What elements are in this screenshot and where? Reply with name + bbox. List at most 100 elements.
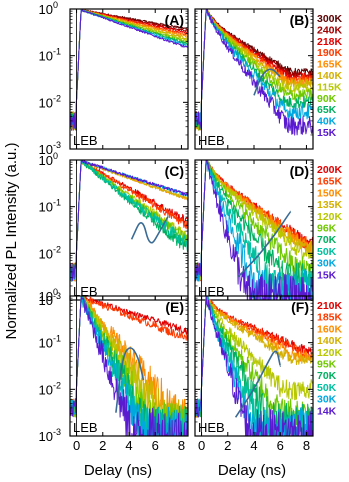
series-line-135k [195,160,313,277]
y-axis-title: Normalized PL Intensity (a.u.) [3,142,20,339]
series-group [195,9,313,136]
panel-letter: (B) [290,12,309,28]
x-axis-title-left: Delay (ns) [84,462,152,479]
series-group [70,9,188,131]
legend-label-300k: 300K [317,13,343,25]
series-line-15k [70,9,188,131]
legend-label-70k: 70K [317,234,337,246]
y-tick-exponent: -2 [53,380,61,390]
x-tick-label: 0 [198,438,205,453]
band-label: HEB [198,133,225,148]
y-tick-label: 10 [39,49,53,64]
series-line-14k [195,296,313,436]
legend-label-135k: 135K [317,199,343,211]
y-tick-label: 10 [39,382,53,397]
panel-letter: (F) [291,299,309,315]
series-line-30k [195,161,313,300]
y-tick-exponent: 0 [53,287,58,297]
legend-label-90k: 90K [317,93,337,105]
series-line-140k [195,296,313,415]
legend-label-115k: 115K [317,81,342,93]
x-tick-label: 8 [303,438,310,453]
series-line-15k [70,160,188,281]
series-line-15k [195,9,313,136]
legend-label-40k: 40K [317,116,337,128]
x-tick-label: 2 [99,438,106,453]
guide-arrow [130,215,169,244]
y-tick-label: 10 [39,429,53,444]
x-tick-label: 6 [277,438,284,453]
x-tick-label: 2 [224,438,231,453]
x-tick-label: 4 [250,438,257,453]
series-group [195,296,313,436]
legend-label-210k: 210K [317,300,343,312]
series-line-200k [70,160,188,282]
series-line-50k [195,160,313,300]
legend-label-50k: 50K [317,246,337,258]
guide-arrow [253,68,281,96]
panel-d: (D) HEB 200K165K150K135K120K96K70K50K30K15… [194,159,343,301]
y-tick-label: 10 [39,142,53,157]
legend-label-140k: 140K [317,335,343,347]
x-tick-label: 8 [178,438,185,453]
legend-label-96k: 96K [317,223,337,235]
series-line-115k [70,9,188,130]
legend-label-30k: 30K [317,394,337,406]
band-label: LEB [73,420,98,435]
legend-label-14k: 14K [317,405,337,417]
y-tick-exponent: -1 [53,47,61,57]
x-axis-title-right: Delay (ns) [218,462,286,479]
legend-label-190k: 190K [317,47,343,59]
panel-letter: (E) [165,299,184,315]
y-tick-exponent: 0 [53,151,58,161]
y-tick-exponent: -1 [53,334,61,344]
panel-letter: (D) [290,163,309,179]
y-tick-exponent: -2 [53,93,61,103]
series-line-30k [195,296,313,436]
series-line-15k [195,160,313,300]
legend-label-30k: 30K [317,258,337,270]
guide-arrow [234,350,282,418]
y-tick-label: 10 [39,293,53,308]
legend-label-50k: 50K [317,382,337,394]
series-line-30k [70,296,188,436]
legend-label-70k: 70K [317,370,337,382]
guide-arrow [237,210,292,278]
series-line-185k [70,296,188,418]
x-tick-label: 4 [125,438,132,453]
legend-label-65k: 65K [317,104,337,116]
legend-label-140k: 140K [317,70,343,82]
series-group [70,160,188,282]
legend-label-200k: 200K [317,164,343,176]
legend-label-120k: 120K [317,347,343,359]
legend-label-120k: 120K [317,211,343,223]
legend-label-150k: 150K [317,187,343,199]
y-tick-exponent: -3 [53,140,61,150]
series-line-70k [70,296,188,436]
y-tick-label: 10 [39,200,53,215]
y-tick-label: 10 [39,95,53,110]
y-tick-exponent: -1 [53,198,61,208]
legend-label-240k: 240K [317,24,343,36]
guide-arrow [115,347,145,413]
legend-label-165k: 165K [317,59,343,71]
band-label: HEB [198,284,225,299]
legend-label-185k: 185K [317,312,343,324]
legend-label-15k: 15K [317,127,337,139]
legend-label-160k: 160K [317,323,343,335]
band-label: LEB [73,284,98,299]
panel-letter: (A) [165,12,184,28]
panel-f: 0 2 4 6 8 (F) HEB 210K185K160K140K120K95K70K50K… [194,295,343,453]
y-tick-label: 10 [39,246,53,261]
series-group [70,296,188,436]
panel-b: (B) HEB 300K240K218K190K165K140K115K90K65K… [194,8,343,150]
band-label: LEB [73,133,98,148]
x-tick-label: 6 [152,438,159,453]
legend-label-95k: 95K [317,359,337,371]
y-tick-label: 10 [39,2,53,17]
series-line-165k [70,160,188,282]
